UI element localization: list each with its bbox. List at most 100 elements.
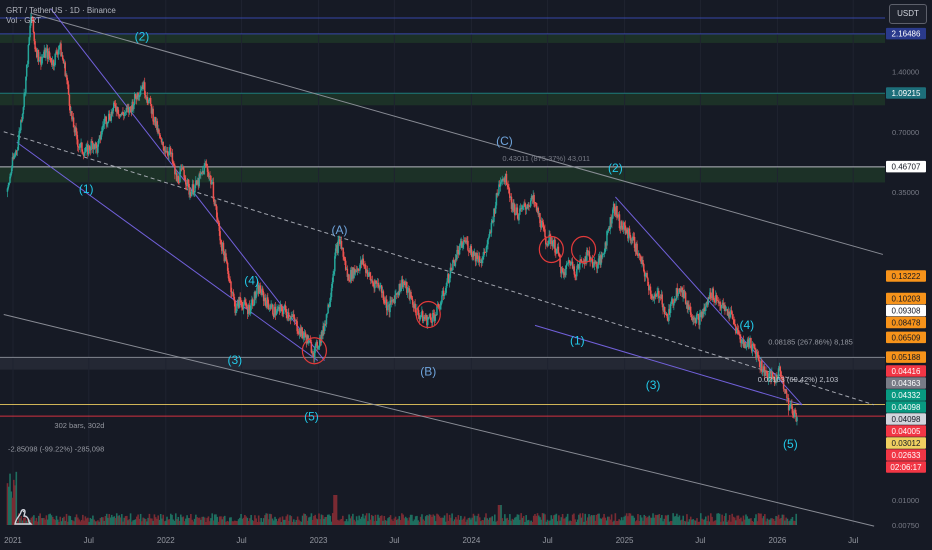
volume-bar: [650, 517, 653, 525]
candle-body: [454, 258, 457, 266]
candle-body: [521, 205, 524, 210]
candle-body: [149, 97, 152, 105]
candle-body: [662, 304, 664, 311]
candle-body: [77, 146, 80, 148]
volume-bar: [540, 519, 543, 525]
volume-bar: [18, 513, 20, 525]
volume-bar: [256, 521, 259, 525]
candle-body: [128, 107, 130, 113]
volume-bar: [183, 521, 186, 525]
candle-body: [714, 301, 716, 303]
candle-body: [503, 178, 505, 180]
volume-legend[interactable]: Vol · GRT: [6, 16, 41, 25]
candle-body: [348, 274, 350, 281]
volume-bar: [667, 514, 669, 525]
candle-body: [317, 347, 319, 349]
candle-body: [87, 145, 90, 155]
candle-body: [587, 251, 590, 253]
volume-bar: [142, 517, 144, 525]
candle-body: [20, 120, 22, 131]
volume-bar: [696, 518, 698, 525]
volume-bar: [36, 521, 39, 525]
volume-bar: [186, 515, 188, 525]
candle-body: [302, 333, 304, 338]
volume-bar: [472, 513, 475, 525]
candle-body: [149, 97, 151, 100]
volume-bar: [506, 517, 509, 525]
volume-bar: [687, 521, 690, 525]
candle-body: [541, 220, 544, 223]
candle-body: [475, 252, 478, 262]
volume-bar: [108, 514, 111, 525]
volume-bar: [83, 520, 85, 525]
volume-bar: [765, 521, 767, 525]
volume-bar: [774, 520, 776, 525]
candle-body: [478, 256, 481, 263]
candle-body: [237, 300, 240, 308]
candle-body: [141, 85, 143, 89]
volume-bar: [431, 516, 433, 525]
candle-body: [494, 205, 497, 214]
candle-body: [500, 181, 503, 183]
candle-body: [526, 207, 529, 209]
volume-bar: [143, 518, 146, 525]
candle-body: [501, 179, 504, 182]
candle-body: [589, 256, 591, 262]
candle-body: [255, 294, 257, 299]
volume-bar: [90, 518, 93, 525]
candle-body: [114, 104, 117, 108]
volume-bar: [766, 518, 769, 525]
volume-bar: [453, 519, 456, 525]
volume-bar: [362, 513, 364, 525]
candle-body: [394, 294, 396, 304]
symbol-title[interactable]: GRT / TetherUS · 1D · Binance: [6, 6, 116, 15]
volume-bar: [731, 513, 733, 525]
candle-body: [406, 281, 408, 293]
candle-body: [212, 181, 215, 200]
candle-body: [160, 138, 163, 143]
candle-body: [720, 304, 723, 309]
candle-body: [261, 288, 263, 295]
volume-bar: [139, 513, 142, 525]
candle-body: [270, 305, 272, 309]
candle-body: [505, 173, 508, 185]
volume-bar: [7, 486, 10, 525]
volume-bar: [276, 521, 279, 525]
candle-body: [82, 153, 85, 156]
candle-body: [453, 260, 456, 266]
volume-bar: [407, 520, 409, 525]
currency-button[interactable]: USDT: [889, 4, 927, 24]
candle-body: [517, 215, 519, 221]
volume-bar: [159, 514, 162, 525]
volume-bar: [9, 473, 11, 525]
candle-body: [617, 216, 619, 218]
volume-bar: [353, 519, 355, 525]
price-label-text: 0.04005: [892, 427, 921, 436]
candle-body: [776, 375, 778, 380]
candle-body: [304, 332, 307, 337]
candle-body: [326, 313, 329, 315]
volume-bar: [342, 515, 344, 525]
volume-bar: [486, 518, 489, 525]
candle-body: [643, 271, 646, 277]
candle-body: [473, 252, 476, 256]
candle-body: [760, 360, 762, 368]
volume-bar: [531, 521, 534, 525]
volume-bar: [257, 515, 260, 525]
candle-body: [324, 324, 327, 325]
volume-bar: [701, 518, 703, 525]
candle-body: [794, 409, 797, 413]
candle-body: [593, 261, 596, 266]
candle-body: [427, 317, 430, 320]
volume-bar: [218, 516, 221, 525]
candle-body: [423, 316, 426, 318]
candle-body: [458, 245, 461, 255]
candle-body: [20, 120, 23, 122]
candle-body: [620, 221, 622, 229]
candle-body: [196, 180, 199, 185]
candle-body: [571, 261, 573, 263]
volume-bar: [702, 519, 705, 525]
volume-bar: [369, 519, 372, 525]
candle-body: [336, 244, 339, 253]
